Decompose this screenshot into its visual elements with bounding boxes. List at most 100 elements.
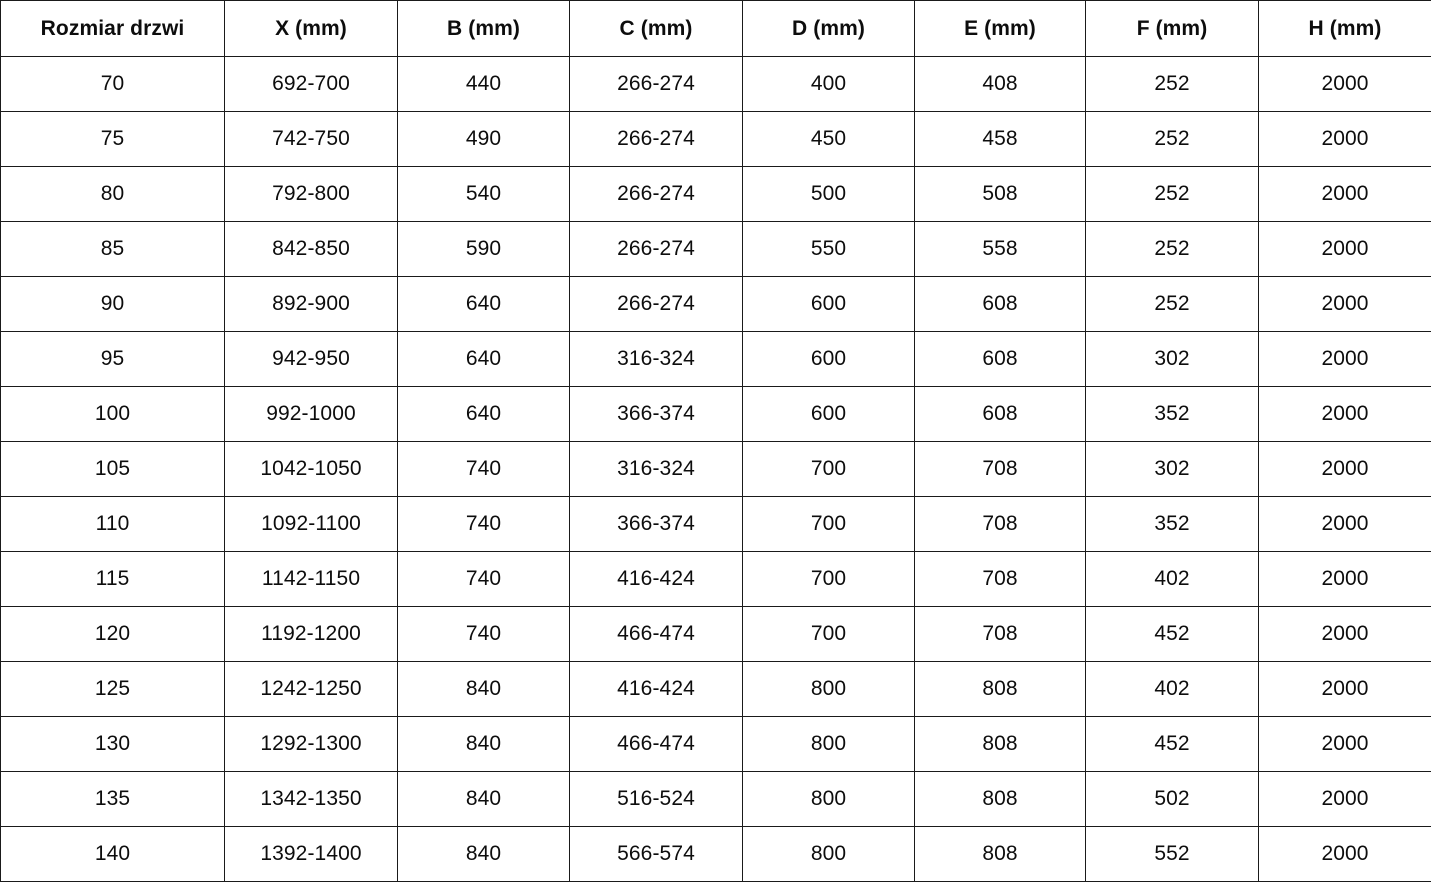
cell-x: 792-800 [225, 167, 398, 222]
cell-d: 450 [743, 112, 915, 167]
cell-e: 808 [915, 717, 1086, 772]
cell-x: 1392-1400 [225, 827, 398, 882]
cell-f: 352 [1086, 497, 1259, 552]
cell-h: 2000 [1259, 167, 1431, 222]
cell-d: 700 [743, 442, 915, 497]
cell-c: 266-274 [570, 112, 743, 167]
cell-f: 552 [1086, 827, 1259, 882]
cell-b: 840 [398, 662, 570, 717]
cell-d: 800 [743, 827, 915, 882]
cell-d: 700 [743, 497, 915, 552]
cell-h: 2000 [1259, 57, 1431, 112]
column-header-d: D (mm) [743, 1, 915, 57]
cell-f: 252 [1086, 222, 1259, 277]
column-header-x: X (mm) [225, 1, 398, 57]
cell-f: 352 [1086, 387, 1259, 442]
cell-e: 808 [915, 772, 1086, 827]
cell-x: 1092-1100 [225, 497, 398, 552]
cell-f: 252 [1086, 167, 1259, 222]
cell-b: 740 [398, 497, 570, 552]
cell-c: 366-374 [570, 387, 743, 442]
cell-f: 302 [1086, 442, 1259, 497]
cell-h: 2000 [1259, 497, 1431, 552]
cell-e: 808 [915, 662, 1086, 717]
cell-d: 600 [743, 277, 915, 332]
cell-d: 700 [743, 552, 915, 607]
cell-h: 2000 [1259, 717, 1431, 772]
cell-f: 402 [1086, 552, 1259, 607]
cell-h: 2000 [1259, 277, 1431, 332]
cell-e: 708 [915, 607, 1086, 662]
cell-d: 500 [743, 167, 915, 222]
cell-f: 502 [1086, 772, 1259, 827]
cell-b: 840 [398, 717, 570, 772]
cell-d: 700 [743, 607, 915, 662]
cell-x: 842-850 [225, 222, 398, 277]
cell-size: 70 [1, 57, 225, 112]
cell-x: 992-1000 [225, 387, 398, 442]
cell-size: 135 [1, 772, 225, 827]
cell-x: 692-700 [225, 57, 398, 112]
cell-f: 452 [1086, 717, 1259, 772]
column-header-e: E (mm) [915, 1, 1086, 57]
cell-h: 2000 [1259, 552, 1431, 607]
table-header: Rozmiar drzwi X (mm) B (mm) C (mm) D (mm… [1, 1, 1431, 57]
cell-c: 466-474 [570, 607, 743, 662]
cell-f: 302 [1086, 332, 1259, 387]
cell-b: 740 [398, 442, 570, 497]
cell-c: 566-574 [570, 827, 743, 882]
cell-e: 708 [915, 442, 1086, 497]
cell-d: 600 [743, 387, 915, 442]
cell-size: 75 [1, 112, 225, 167]
cell-e: 808 [915, 827, 1086, 882]
cell-h: 2000 [1259, 772, 1431, 827]
cell-c: 266-274 [570, 57, 743, 112]
cell-c: 466-474 [570, 717, 743, 772]
cell-h: 2000 [1259, 442, 1431, 497]
cell-c: 266-274 [570, 277, 743, 332]
cell-x: 1192-1200 [225, 607, 398, 662]
cell-size: 130 [1, 717, 225, 772]
column-header-b: B (mm) [398, 1, 570, 57]
cell-c: 416-424 [570, 662, 743, 717]
cell-size: 95 [1, 332, 225, 387]
cell-e: 558 [915, 222, 1086, 277]
cell-e: 608 [915, 332, 1086, 387]
cell-f: 252 [1086, 112, 1259, 167]
cell-c: 516-524 [570, 772, 743, 827]
cell-x: 892-900 [225, 277, 398, 332]
cell-b: 590 [398, 222, 570, 277]
column-header-h: H (mm) [1259, 1, 1431, 57]
cell-f: 252 [1086, 57, 1259, 112]
cell-size: 90 [1, 277, 225, 332]
cell-h: 2000 [1259, 222, 1431, 277]
cell-size: 115 [1, 552, 225, 607]
cell-h: 2000 [1259, 112, 1431, 167]
cell-b: 540 [398, 167, 570, 222]
cell-size: 100 [1, 387, 225, 442]
cell-e: 708 [915, 552, 1086, 607]
cell-b: 490 [398, 112, 570, 167]
table-header-row: Rozmiar drzwi X (mm) B (mm) C (mm) D (mm… [1, 1, 1431, 57]
cell-e: 608 [915, 277, 1086, 332]
cell-x: 1292-1300 [225, 717, 398, 772]
cell-x: 1342-1350 [225, 772, 398, 827]
column-header-f: F (mm) [1086, 1, 1259, 57]
cell-size: 120 [1, 607, 225, 662]
column-header-c: C (mm) [570, 1, 743, 57]
cell-d: 550 [743, 222, 915, 277]
cell-c: 366-374 [570, 497, 743, 552]
cell-c: 266-274 [570, 167, 743, 222]
